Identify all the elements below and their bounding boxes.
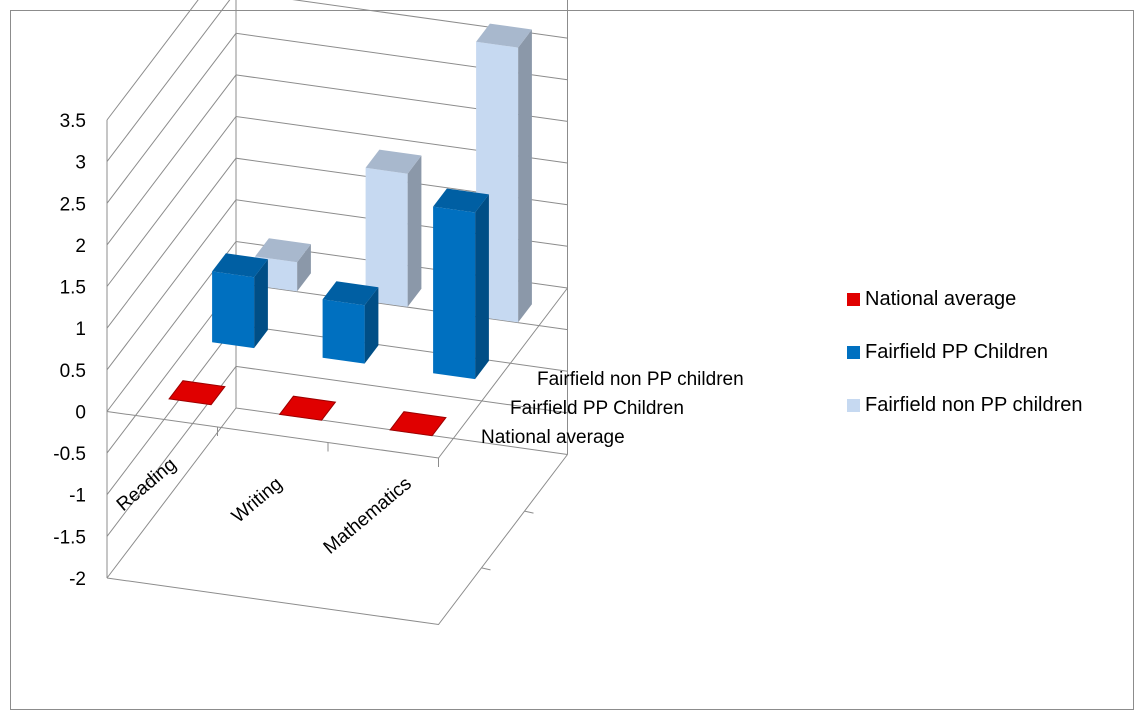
chart-legend: National average Fairfield PP Children F… [847,285,1083,444]
bar-side-face [407,155,422,307]
bar-fairfield-pp-children [212,253,268,349]
y-tick-label: -1 [69,486,86,507]
x-tick-label: Writing [228,473,287,527]
bar-fairfield-pp-children [433,188,489,380]
bar-side-face [518,29,532,323]
y-tick-label: 2.5 [60,194,86,215]
bar-top-face [168,380,226,406]
y-tick-label: -0.5 [53,444,86,465]
bar-top-face [212,253,268,278]
gridline [106,0,568,162]
legend-item-fairfield-pp: Fairfield PP Children [847,338,1083,366]
legend-item-fairfield-non-pp: Fairfield non PP children [847,391,1083,419]
y-tick-label: -1.5 [53,527,86,548]
bar-side-face [297,244,311,292]
y-tick-label: 2 [75,236,86,257]
y-tick-label: 3.5 [60,111,86,132]
bar-top-face [433,188,489,213]
legend-label: Fairfield PP Children [865,340,1049,363]
bar-side-face [364,287,379,364]
bar-top-face [389,411,447,437]
bar-top-face [278,395,337,421]
legend-swatch-fairfield-pp [847,345,860,359]
bar-fairfield-pp-children [322,281,379,364]
depth-tick [524,510,534,514]
bars [168,23,532,437]
gridline [106,0,199,121]
bar-side-face [475,194,489,380]
bar-top-face [322,281,379,306]
bar-top-face [365,149,422,174]
bar-national-average [168,380,226,406]
y-tick-label: 3 [75,153,86,174]
legend-item-national-average: National average [847,285,1083,313]
bar-top-face [476,23,532,48]
depth-tick-label: Fairfield PP Children [510,398,684,419]
bar-fairfield-non-pp-children [365,149,422,307]
bar-national-average [278,395,337,421]
depth-tick-label: National average [481,427,625,448]
legend-label: National average [865,287,1017,310]
bar-front-face [365,167,408,307]
bar-front-face [322,299,365,364]
x-tick-label: Reading [113,454,181,516]
bar-top-face [255,238,311,263]
depth-tick [481,567,491,571]
y-tick-label: 0 [75,402,86,423]
legend-label: Fairfield non PP children [865,393,1083,416]
y-tick-label: -2 [69,569,86,590]
bar-front-face [433,206,476,380]
legend-swatch-national-average [847,292,860,306]
y-tick-label: 1 [75,319,86,340]
legend-swatch-fairfield-non-pp [847,398,860,412]
depth-tick-label: Fairfield non PP children [537,369,744,390]
bar-front-face [212,271,255,349]
bar-national-average [389,411,447,437]
bar-side-face [254,259,268,349]
y-tick-label: 1.5 [60,278,86,299]
x-tick-label: Mathematics [320,473,416,558]
chart-plot: 3.5 3 2.5 2 1.5 1 0.5 0 -0.5 -1 -1.5 -2 Reading Writi… [53,0,744,626]
y-tick-label: 0.5 [60,361,86,382]
